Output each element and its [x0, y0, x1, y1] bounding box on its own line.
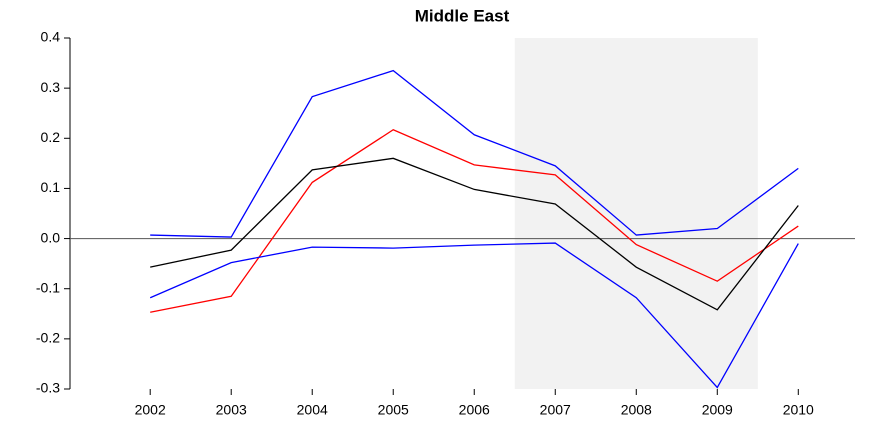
y-tick-label: -0.3 — [36, 380, 60, 396]
x-tick-label: 2010 — [783, 402, 814, 418]
x-tick-label: 2002 — [135, 402, 166, 418]
series-line — [149, 242, 799, 389]
y-tick-label: -0.2 — [36, 330, 60, 346]
y-tick-label: -0.1 — [36, 279, 60, 295]
chart-title: Middle East — [415, 6, 510, 25]
x-tick-label: 2004 — [297, 402, 328, 418]
y-tick-label: 0.3 — [41, 79, 61, 95]
y-tick-label: 0.4 — [41, 29, 61, 45]
series-line — [150, 157, 799, 311]
shaded-region — [514, 38, 758, 389]
x-tick-label: 2005 — [378, 402, 409, 418]
series-line — [150, 129, 799, 313]
x-tick-label: 2008 — [621, 402, 652, 418]
x-tick-label: 2009 — [702, 402, 733, 418]
y-tick-label: 0.0 — [41, 229, 61, 245]
series-line — [150, 69, 799, 238]
y-tick-label: 0.2 — [41, 129, 61, 145]
y-tick-label: 0.1 — [41, 179, 61, 195]
x-tick-label: 2006 — [459, 402, 490, 418]
x-tick-label: 2007 — [540, 402, 571, 418]
x-tick-label: 2003 — [216, 402, 247, 418]
